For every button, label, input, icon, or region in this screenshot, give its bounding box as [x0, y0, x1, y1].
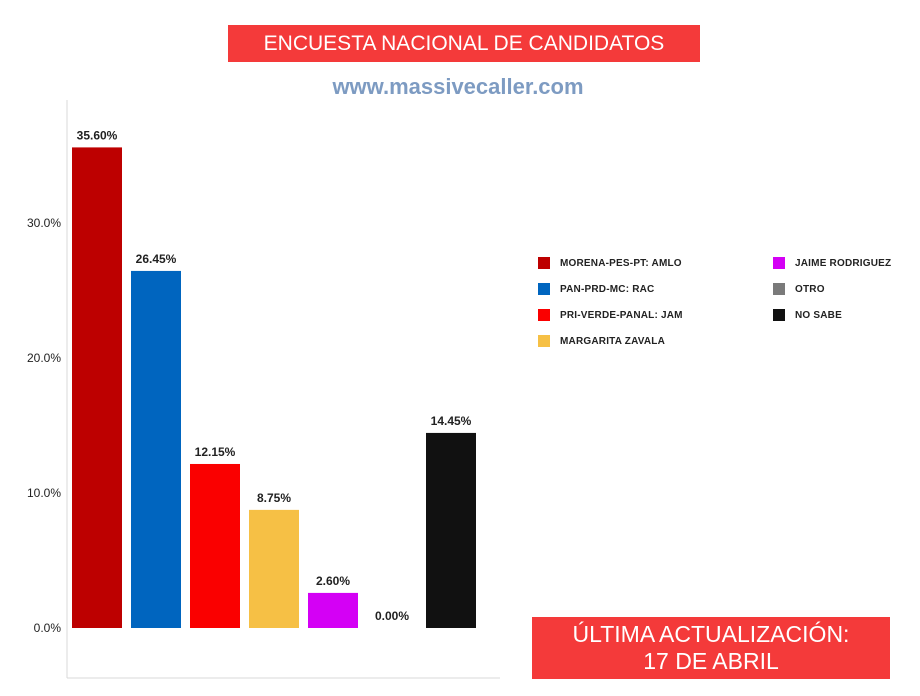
- legend-label: MARGARITA ZAVALA: [560, 335, 666, 347]
- legend-label: NO SABE: [795, 309, 842, 321]
- legend-label: OTRO: [795, 283, 825, 295]
- y-tick-label: 0.0%: [34, 621, 62, 635]
- site-url: www.massivecaller.com: [332, 74, 584, 99]
- data-label: 0.00%: [375, 609, 409, 623]
- bar: [131, 270, 181, 628]
- legend-swatch: [773, 309, 785, 321]
- data-label: 26.45%: [136, 252, 177, 266]
- legend-item: PRI-VERDE-PANAL: JAM: [538, 309, 683, 321]
- chart-title: ENCUESTA NACIONAL DE CANDIDATOS: [263, 31, 665, 55]
- legend-swatch: [538, 257, 550, 269]
- legend-item: MORENA-PES-PT: AMLO: [538, 257, 682, 269]
- update-banner: ÚLTIMA ACTUALIZACIÓN: 17 DE ABRIL: [532, 617, 890, 679]
- y-tick-label: 10.0%: [27, 486, 61, 500]
- data-label: 12.15%: [195, 445, 236, 459]
- y-tick-label: 30.0%: [27, 216, 61, 230]
- bar: [190, 463, 240, 628]
- bar: [249, 509, 299, 628]
- legend-swatch: [538, 283, 550, 295]
- y-tick-label: 20.0%: [27, 351, 61, 365]
- chart-title-banner: ENCUESTA NACIONAL DE CANDIDATOS: [228, 25, 700, 62]
- bar: [308, 592, 358, 628]
- legend-swatch: [538, 309, 550, 321]
- data-label: 35.60%: [77, 128, 118, 142]
- bar: [72, 147, 122, 628]
- update-line-1: ÚLTIMA ACTUALIZACIÓN:: [572, 621, 850, 647]
- legend-item: JAIME RODRIGUEZ: [773, 257, 891, 269]
- legend-swatch: [538, 335, 550, 347]
- legend-label: MORENA-PES-PT: AMLO: [560, 257, 682, 269]
- update-line-2: 17 DE ABRIL: [643, 648, 779, 674]
- legend-item: PAN-PRD-MC: RAC: [538, 283, 654, 295]
- legend-swatch: [773, 257, 785, 269]
- bar: [426, 432, 476, 628]
- legend-item: MARGARITA ZAVALA: [538, 335, 665, 347]
- data-label: 8.75%: [257, 491, 291, 505]
- data-label: 14.45%: [431, 414, 472, 428]
- legend-label: PAN-PRD-MC: RAC: [560, 283, 655, 295]
- legend-label: PRI-VERDE-PANAL: JAM: [560, 309, 683, 321]
- legend-label: JAIME RODRIGUEZ: [795, 257, 892, 269]
- legend-item: NO SABE: [773, 309, 842, 321]
- legend-item: OTRO: [773, 283, 825, 295]
- chart-legend: MORENA-PES-PT: AMLO PAN-PRD-MC: RAC PRI-VE…: [538, 257, 918, 367]
- data-label: 2.60%: [316, 574, 350, 588]
- legend-swatch: [773, 283, 785, 295]
